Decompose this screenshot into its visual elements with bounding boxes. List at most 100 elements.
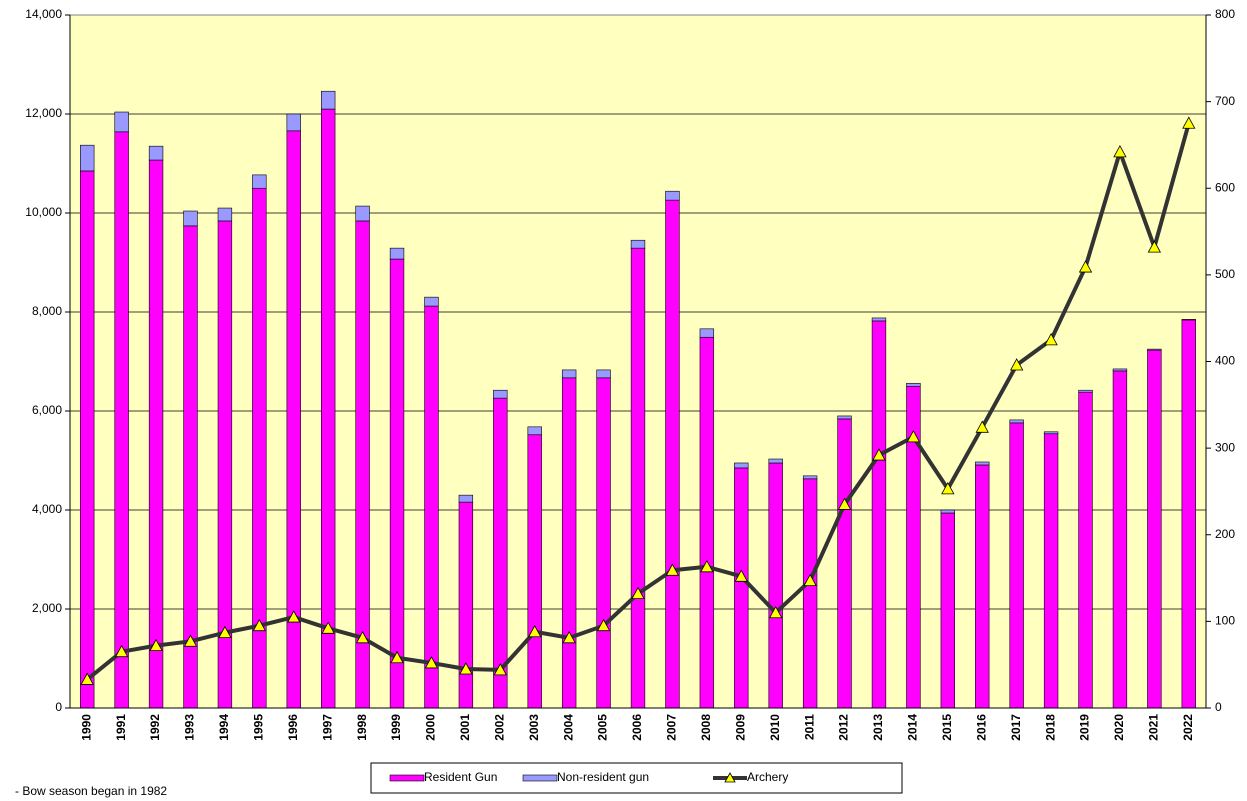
bar-segment [1112,368,1128,372]
y-tick-label: 4,000 [32,502,62,516]
marker [218,625,232,639]
marker [975,420,989,433]
marker [1078,260,1093,273]
x-tick-label: 2014 [906,714,920,741]
bar-segment [114,131,129,709]
y-tick-label: 2,000 [32,601,62,615]
bar-segment [1009,419,1024,424]
marker [596,618,611,632]
marker [631,586,645,600]
bar-segment [906,382,921,387]
bar-segment [768,462,783,709]
y-tick-label: 14,000 [25,7,62,21]
x-tick-label: 2013 [871,714,885,741]
bar-segment [871,320,887,709]
bar-segment [355,205,370,222]
y2-tick-label: 400 [1215,354,1235,368]
x-tick-label: 1993 [183,714,197,741]
marker [287,610,301,623]
marker [1009,358,1024,371]
marker [252,618,267,632]
legend-label: Non-resident gun [557,770,649,784]
bar-segment [1112,370,1128,709]
y-tick-label: 6,000 [32,403,62,417]
bar-segment [837,418,852,709]
bar-segment [1147,349,1162,709]
bar-segment [424,305,439,709]
bar-segment [975,461,990,466]
bars [80,90,1196,709]
y2-tick-label: 700 [1215,94,1235,108]
legend-marker [724,772,736,783]
bar-segment [527,426,542,436]
legend-box [370,762,903,794]
x-tick-label: 2001 [458,714,472,741]
bar-segment [389,258,405,709]
marker [321,621,335,634]
marker [149,638,163,652]
marker [183,634,198,647]
bar-segment [630,247,646,709]
x-tick-label: 1997 [320,714,334,741]
footnote: - Bow season began in 1982 [15,784,167,798]
bar-segment [1043,431,1059,435]
x-tick-label: 2005 [596,714,610,741]
marker [459,662,473,675]
marker [1147,240,1162,253]
marker [562,630,576,644]
y-tick-label: 8,000 [32,304,62,318]
legend-swatch [389,774,425,782]
x-tick-label: 2009 [733,714,747,741]
marker [872,448,886,461]
marker [803,573,817,587]
x-tick-label: 2011 [802,714,816,740]
x-tick-label: 2012 [837,714,851,741]
bar-segment [1078,389,1093,393]
bar-segment [458,494,474,503]
x-tick-label: 2020 [1112,714,1126,741]
bar-segment [217,207,233,222]
bar-segment [389,247,405,260]
lines [80,116,1196,685]
bar-segment [286,113,301,132]
marker [424,656,439,669]
bar-segment [561,369,577,379]
x-tick-label: 2021 [1147,714,1161,741]
x-tick-label: 2002 [492,714,506,741]
x-tick-label: 2018 [1043,714,1057,741]
x-tick-label: 2022 [1181,714,1195,741]
bar-segment [320,108,336,709]
bar-segment [148,159,164,709]
bar-segment [802,478,818,709]
y2-tick-label: 200 [1215,527,1235,541]
x-tick-label: 1994 [217,714,231,741]
marker [355,630,370,644]
bar-segment [802,475,818,480]
bar-segment [1147,348,1162,351]
marker [80,672,94,685]
bar-segment [561,377,577,709]
bar-segment [734,467,749,709]
y2-tick-label: 100 [1215,614,1235,628]
bar-segment [1043,433,1059,709]
bar-segment [699,328,715,338]
bar-segment [596,369,611,379]
bar-segment [665,199,680,709]
marker [114,644,129,658]
marker [1113,145,1127,158]
marker [941,482,955,495]
x-tick-label: 1990 [79,714,93,741]
marker [665,563,680,576]
bar-segment [183,210,198,227]
legend-label: Resident Gun [424,770,497,784]
legend-swatch [522,774,558,782]
legend-label: Archery [747,770,788,784]
bar-segment [493,397,508,709]
bar-segment [699,336,715,709]
legend: Resident Gun Non-resident gun Archery [389,770,788,784]
bar-segment [527,434,542,709]
marker [700,559,714,573]
bar-segment [114,111,129,133]
marker [493,663,507,676]
